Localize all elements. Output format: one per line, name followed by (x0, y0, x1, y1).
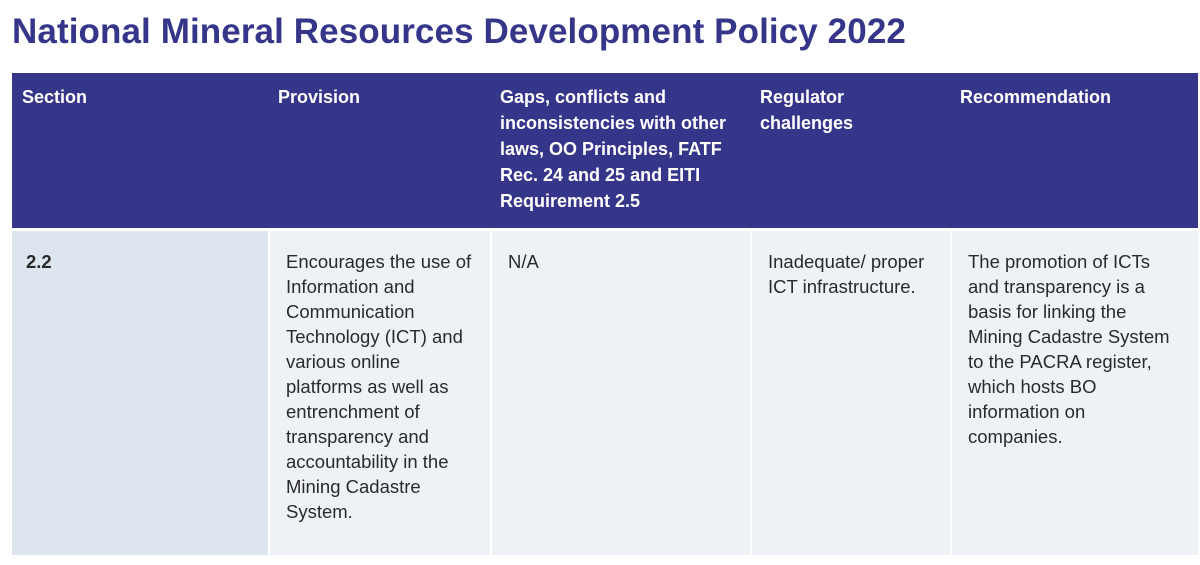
table-header-row: Section Provision Gaps, conflicts and in… (12, 73, 1198, 228)
provision-cell: Encourages the use of Information and Co… (268, 231, 490, 555)
policy-table: Section Provision Gaps, conflicts and in… (12, 73, 1198, 555)
section-cell: 2.2 (12, 231, 268, 555)
provision-text: Encourages the use of Information and Co… (286, 251, 472, 522)
header-recommendation: Recommendation (950, 73, 1198, 228)
header-gaps: Gaps, conflicts and inconsistencies with… (490, 73, 750, 228)
recommendation-cell: The promotion of ICTs and transparency i… (950, 231, 1198, 555)
header-provision: Provision (268, 73, 490, 228)
regulator-text: Inadequate/ proper ICT infrastructure. (768, 251, 925, 297)
table-row: 2.2 Encourages the use of Information an… (12, 231, 1198, 555)
gaps-text: N/A (508, 251, 539, 272)
header-regulator-challenges: Regulator challenges (750, 73, 950, 228)
header-spacer (12, 228, 1198, 231)
regulator-cell: Inadequate/ proper ICT infrastructure. (750, 231, 950, 555)
page-title: National Mineral Resources Development P… (12, 12, 906, 51)
header-section: Section (12, 73, 268, 228)
recommendation-text: The promotion of ICTs and transparency i… (968, 251, 1170, 447)
gaps-cell: N/A (490, 231, 750, 555)
